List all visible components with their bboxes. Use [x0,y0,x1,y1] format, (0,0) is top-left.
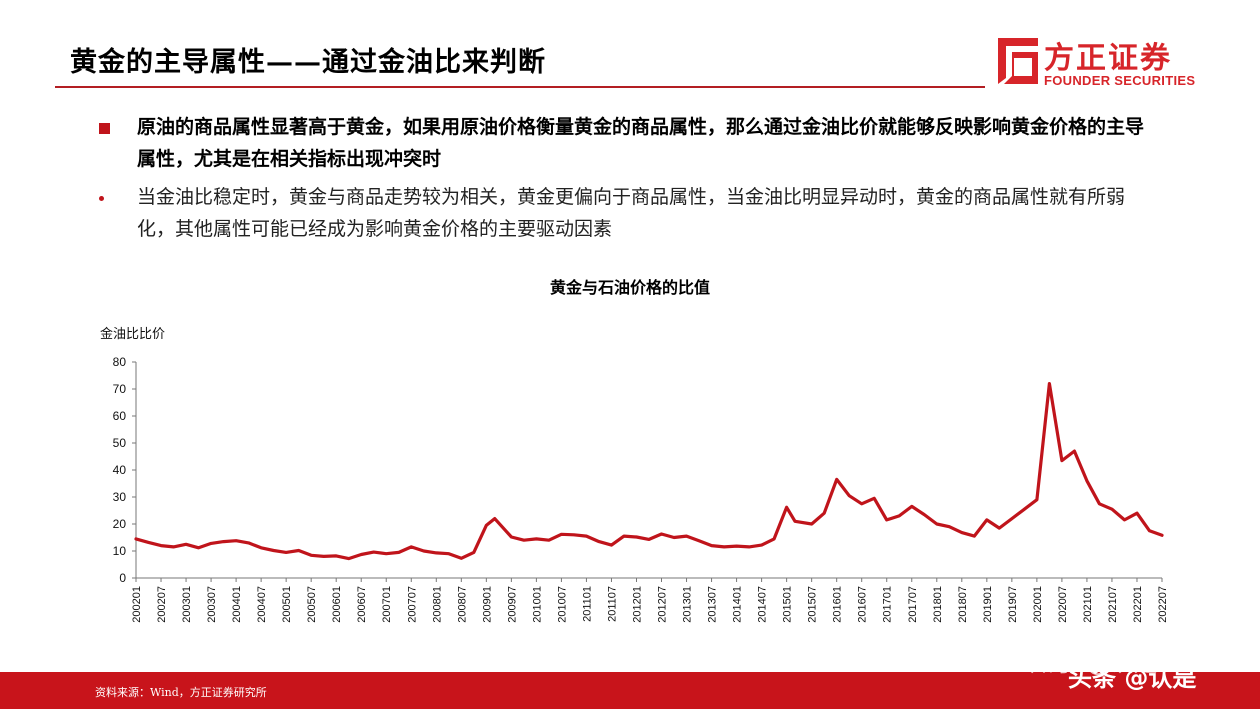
x-tick-label: 200501 [281,586,293,623]
bullet-text-1: 原油的商品属性显著高于黄金，如果用原油价格衡量黄金的商品属性，那么通过金油比价就… [137,116,1145,170]
x-tick-label: 200801 [431,586,443,623]
founder-logo-icon [998,38,1038,84]
x-tick-label: 202001 [1032,586,1044,623]
y-tick-label: 30 [113,490,127,504]
y-tick-label: 60 [113,409,127,423]
x-tick-label: 201401 [732,586,744,623]
x-tick-label: 201807 [957,586,969,623]
x-tick-label: 201301 [682,586,694,623]
x-tick-label: 201107 [606,586,618,622]
x-tick-label: 200207 [156,586,168,623]
y-tick-label: 10 [113,544,127,558]
x-tick-label: 202007 [1057,586,1069,623]
watermark-zhihu: 知乎 @认是 [1030,649,1158,677]
x-tick-label: 201607 [857,586,869,623]
y-tick-label: 40 [113,463,127,477]
x-tick-label: 201501 [782,586,794,623]
x-tick-label: 200707 [406,586,418,623]
x-tick-label: 201207 [657,586,669,623]
watermark-toutiao: 头条 @认是 [1068,664,1197,692]
y-tick-label: 0 [119,571,126,585]
x-tick-label: 200901 [481,586,493,623]
x-tick-label: 200407 [256,586,268,623]
x-tick-label: 200601 [331,586,343,623]
bullet-square-icon [99,123,110,134]
y-tick-label: 50 [113,436,127,450]
x-tick-label: 200301 [181,586,193,623]
source-note: 资料来源：Wind，方正证券研究所 [95,686,267,699]
x-tick-label: 200907 [506,586,518,623]
x-tick-label: 200507 [306,586,318,623]
x-tick-label: 201707 [907,586,919,623]
footer-bar [0,672,1260,709]
x-tick-label: 201101 [581,586,593,622]
chart-title: 黄金与石油价格的比值 [550,278,710,297]
x-tick-label: 201907 [1007,586,1019,623]
x-tick-label: 201007 [556,586,568,623]
x-tick-label: 201601 [832,586,844,623]
x-tick-label: 201701 [882,586,894,623]
x-tick-label: 201001 [531,586,543,623]
y-tick-label: 20 [113,517,127,531]
x-tick-label: 200401 [231,586,243,623]
y-tick-label: 80 [113,355,127,369]
x-tick-label: 200307 [206,586,218,623]
slide-title: 黄金的主导属性——通过金油比来判断 [70,47,546,78]
series-line [134,381,1164,561]
logo-text-en: FOUNDER SECURITIES [1044,73,1196,88]
x-tick-label: 201901 [982,586,994,623]
x-tick-label: 201801 [932,586,944,623]
x-tick-label: 201307 [707,586,719,623]
x-tick-label: 200201 [131,586,143,623]
x-tick-label: 202101 [1082,586,1094,623]
logo-text-cn: 方正证券 [1044,41,1172,76]
x-tick-label: 201507 [807,586,819,623]
x-tick-label: 202107 [1107,586,1119,623]
x-tick-label: 202207 [1157,586,1169,623]
y-axis-label: 金油比比价 [100,326,165,342]
title-divider [55,86,985,88]
x-tick-label: 200607 [356,586,368,623]
bullet-dot-icon [99,196,104,201]
x-tick-label: 201407 [757,586,769,623]
x-tick-label: 200701 [381,586,393,623]
x-tick-label: 200807 [456,586,468,623]
bullet-text-2: 当金油比稳定时，黄金与商品走势较为相关，黄金更偏向于商品属性，当金油比明显异动时… [137,186,1126,240]
x-tick-label: 202201 [1132,586,1144,623]
y-tick-label: 70 [113,382,127,396]
chart-container: 黄金与石油价格的比值金油比比价 0 10 20 30 40 50 60 70 80 200201 20… [0,260,1260,665]
x-tick-label: 201201 [631,586,643,623]
